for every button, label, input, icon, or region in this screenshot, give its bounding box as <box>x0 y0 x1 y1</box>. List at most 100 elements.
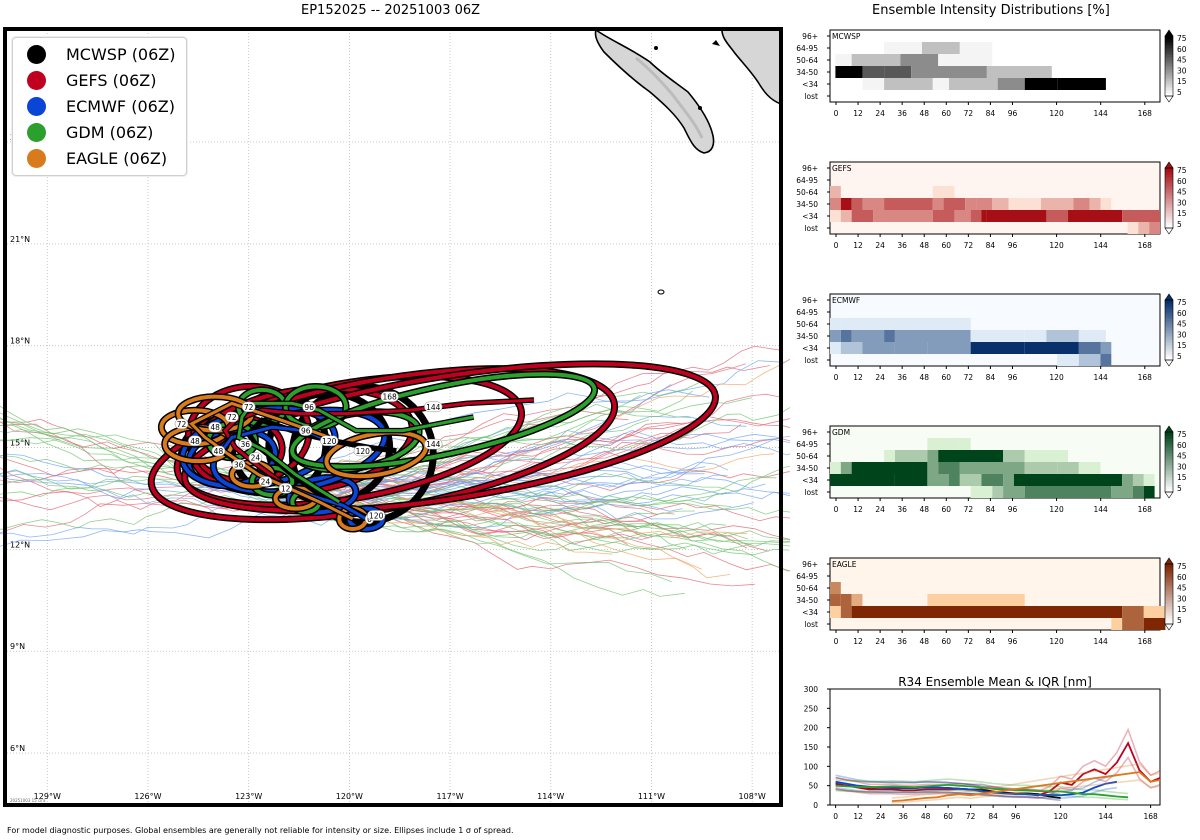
colorbar-segment <box>1165 213 1173 217</box>
forecast-hour-badge <box>302 401 316 413</box>
x-tick-label: 48 <box>921 812 931 821</box>
heatmap-cell <box>1149 222 1160 234</box>
colorbar-tick-label: 5 <box>1177 88 1182 97</box>
heatmap-cell <box>932 186 955 198</box>
heatmap-cell <box>840 330 852 342</box>
heatmap-cell <box>862 66 885 78</box>
x-tick-label: 168 <box>1138 241 1153 250</box>
map-title: EP152025 -- 20251003 06Z <box>301 3 481 18</box>
forecast-hour-label: 72 <box>227 413 237 422</box>
colorbar-tick-label: 15 <box>1177 473 1187 482</box>
mean-track-mcwsp <box>246 418 397 521</box>
colorbar-segment <box>1165 210 1173 214</box>
colorbar-segment <box>1165 447 1173 451</box>
heatmap-cell <box>851 606 1123 618</box>
heatmap-cell <box>1008 198 1041 210</box>
heatmap-cell <box>981 474 1004 486</box>
colorbar-arrow-top <box>1164 293 1174 301</box>
x-tick-label: 168 <box>1138 109 1153 118</box>
colorbar-segment <box>1165 450 1173 454</box>
heatmap-cell <box>1046 330 1079 342</box>
heatmap-cell <box>932 78 950 90</box>
colorbar-tick-label: 60 <box>1177 441 1187 450</box>
x-tick-label: 144 <box>1098 812 1113 821</box>
colorbar-arrow-bottom <box>1164 623 1174 631</box>
colorbar-segment <box>1165 69 1173 73</box>
forecast-hour-label: 144 <box>426 440 441 449</box>
row-label: 96+ <box>802 32 818 41</box>
forecast-hour-label: 96 <box>301 427 311 436</box>
forecast-hour-label: 36 <box>241 440 251 449</box>
colorbar-segment <box>1165 90 1173 94</box>
x-tick-label: 120 <box>1049 373 1064 382</box>
heatmap-cell <box>884 330 895 342</box>
x-tick-label: 96 <box>1008 373 1018 382</box>
panel-label-gdm: GDM <box>832 428 850 437</box>
heatmap-cell <box>970 210 982 222</box>
colorbar-segment <box>1165 222 1173 226</box>
colorbar-segment <box>1165 579 1173 583</box>
colorbar-segment <box>1165 345 1173 349</box>
colorbar-segment <box>1165 192 1173 196</box>
ensemble-member-track <box>324 491 790 529</box>
row-label: lost <box>804 488 818 497</box>
lon-label-4: 117°W <box>436 792 463 801</box>
x-tick-label: 144 <box>1094 373 1109 382</box>
row-label: 50-64 <box>796 188 818 197</box>
island-marker <box>712 40 720 46</box>
colorbar-segment <box>1165 315 1173 319</box>
ensemble-member-track <box>319 493 726 537</box>
x-tick-label: 36 <box>897 637 907 646</box>
heatmap-cell <box>1122 474 1133 486</box>
legend-item-gefs: GEFS (06Z) <box>27 69 156 91</box>
heatmap-cell <box>1143 618 1166 630</box>
heatmap-cell <box>894 450 928 462</box>
colorbar-segment <box>1165 333 1173 337</box>
colorbar-segment <box>1165 309 1173 313</box>
row-label: 64-95 <box>796 44 818 53</box>
heatmap-cell <box>830 462 841 474</box>
heatmap-cell <box>927 462 939 474</box>
legend-item-eagle: EAGLE (06Z) <box>27 147 167 169</box>
heatmap-cell <box>862 342 895 354</box>
colorbar-arrow-top <box>1164 29 1174 37</box>
heatmap-cell <box>862 78 885 90</box>
x-tick-label: 84 <box>986 109 996 118</box>
colorbar-segment <box>1165 606 1173 610</box>
row-label: 50-64 <box>796 452 818 461</box>
row-label: 34-50 <box>796 332 818 341</box>
colorbar-segment <box>1165 573 1173 577</box>
heatmap-cell <box>981 210 987 222</box>
y-tick-label: 50 <box>808 782 818 791</box>
forecast-hour-label: 168 <box>382 393 397 402</box>
heatmap-cell <box>997 78 1025 90</box>
heatmap-cell <box>884 450 895 462</box>
colorbar-segment <box>1165 306 1173 310</box>
x-tick-label: 0 <box>834 637 839 646</box>
colorbar-frame <box>1164 167 1174 229</box>
colorbar-tick-label: 5 <box>1177 484 1182 493</box>
x-tick-label: 36 <box>897 241 907 250</box>
heatmap-cell <box>1057 78 1106 90</box>
colorbar-segment <box>1165 486 1173 490</box>
colorbar-segment <box>1165 618 1173 622</box>
colorbar-arrow-top <box>1164 557 1174 565</box>
heatmap-cell <box>1078 330 1106 342</box>
intensity-panel-gefs: GEFS 96+ 64-95 50-64 34-50 <34 lost 0 12 24 36 48 60… <box>796 161 1187 250</box>
x-tick-label: 48 <box>919 373 929 382</box>
colorbar-segment <box>1165 54 1173 58</box>
colorbar-segment <box>1165 75 1173 79</box>
x-tick-label: 24 <box>875 373 885 382</box>
colorbar-segment <box>1165 303 1173 307</box>
forecast-hour-label: 24 <box>261 478 271 487</box>
colorbar-segment <box>1165 324 1173 328</box>
heatmap-cell <box>851 198 863 210</box>
row-label: 96+ <box>802 164 818 173</box>
heatmap-cell <box>1100 342 1112 354</box>
x-tick-label: 72 <box>964 373 974 382</box>
colorbar-segment <box>1165 435 1173 439</box>
heatmap-cell <box>927 474 950 486</box>
forecast-hour-badge <box>424 438 443 450</box>
colorbar-segment <box>1165 588 1173 592</box>
colorbar-tick-label: 60 <box>1177 573 1187 582</box>
